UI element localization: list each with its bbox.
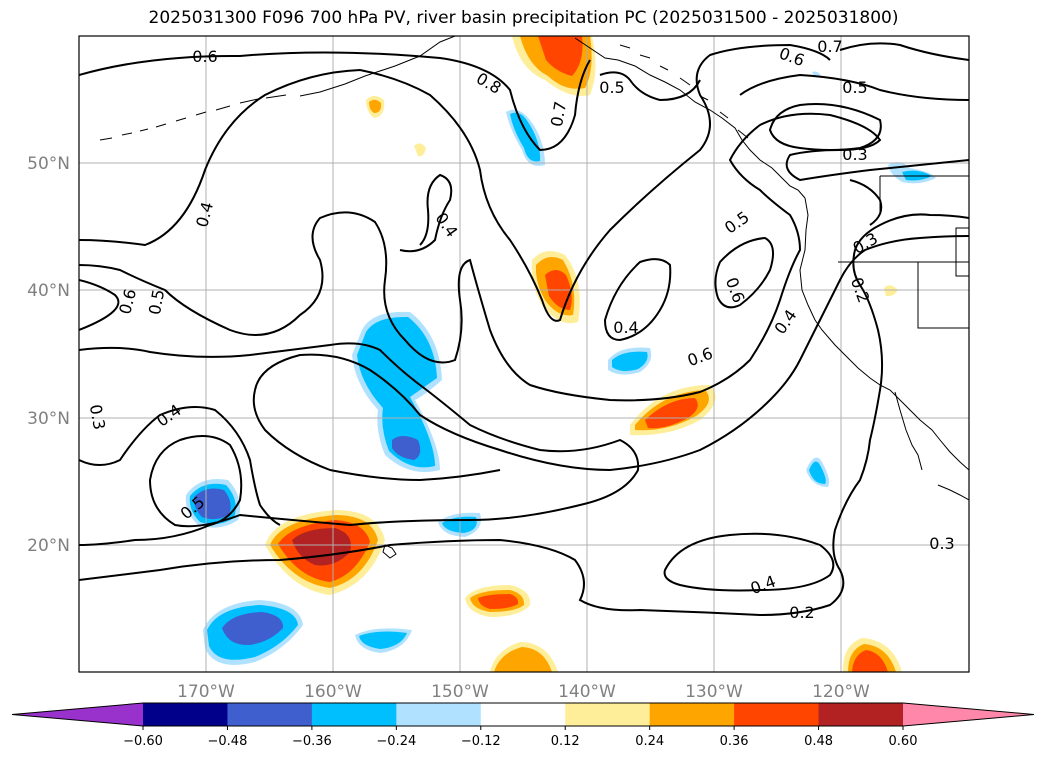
- colorbar-cell: [311, 703, 397, 726]
- contour-label: 0.3: [842, 145, 867, 164]
- colorbar-tick-label: −0.12: [461, 734, 501, 749]
- colorbar-cell: [227, 703, 313, 726]
- lon-label: 130°W: [685, 682, 743, 702]
- colorbar-tick-label: 0.12: [551, 734, 580, 749]
- lon-label: 140°W: [558, 682, 616, 702]
- colorbar-cell: [480, 703, 566, 726]
- colorbar-tick-label: 0.24: [635, 734, 664, 749]
- lon-label: 170°W: [177, 682, 235, 702]
- contour-label: 0.2: [789, 603, 814, 622]
- colorbar-tick-label: 0.48: [804, 734, 833, 749]
- lat-label: 50°N: [27, 154, 70, 174]
- contour-label: 0.3: [86, 403, 109, 431]
- latitude-labels: 50°N 40°N 30°N 20°N: [27, 154, 70, 556]
- contour-label: 0.5: [599, 78, 624, 97]
- colorbar-tick-label: −0.48: [208, 734, 248, 749]
- colorbar-tick-label: −0.60: [123, 734, 163, 749]
- lon-label: 150°W: [431, 682, 489, 702]
- colorbar-tick-label: −0.24: [376, 734, 416, 749]
- map-title: 2025031300 F096 700 hPa PV, river basin …: [148, 8, 899, 28]
- contour-label: 0.7: [817, 37, 842, 56]
- colorbar-cell: [734, 703, 820, 726]
- colorbar-tick-label: 0.36: [720, 734, 749, 749]
- colorbar-tick-label: 0.60: [889, 734, 918, 749]
- colorbar-cell: [565, 703, 651, 726]
- colorbar-extend-low: [12, 703, 143, 726]
- contour-label: 0.4: [613, 318, 638, 337]
- contour-label: 0.6: [192, 47, 217, 66]
- colorbar-cell: [818, 703, 904, 726]
- pv-contours: [79, 42, 969, 617]
- lon-label: 160°W: [304, 682, 362, 702]
- colorbar-cell: [396, 703, 482, 726]
- longitude-labels: 170°W 160°W 150°W 140°W 130°W 120°W: [177, 682, 870, 702]
- coastlines: [99, 36, 969, 559]
- lon-label: 120°W: [812, 682, 870, 702]
- lat-label: 30°N: [27, 409, 70, 429]
- colorbar-extend-high: [903, 703, 1034, 726]
- contour-label: 0.5: [842, 78, 867, 97]
- contour-label: 0.5: [145, 288, 168, 316]
- positive-anomaly-shading: [265, 36, 902, 672]
- map-frame: [78, 35, 970, 673]
- lat-label: 40°N: [27, 281, 70, 301]
- contour-label: 0.7: [547, 100, 570, 128]
- colorbar-tick-label: −0.36: [292, 734, 332, 749]
- colorbar-cell: [143, 703, 228, 726]
- graticule: [79, 36, 969, 672]
- lat-label: 20°N: [27, 536, 70, 556]
- colorbar-cell: [649, 703, 735, 726]
- colorbar: −0.60 −0.48 −0.36 −0.24 −0.12 0.12 0.24 0.36 0.4…: [11, 702, 1035, 749]
- contour-label: 0.3: [929, 534, 954, 553]
